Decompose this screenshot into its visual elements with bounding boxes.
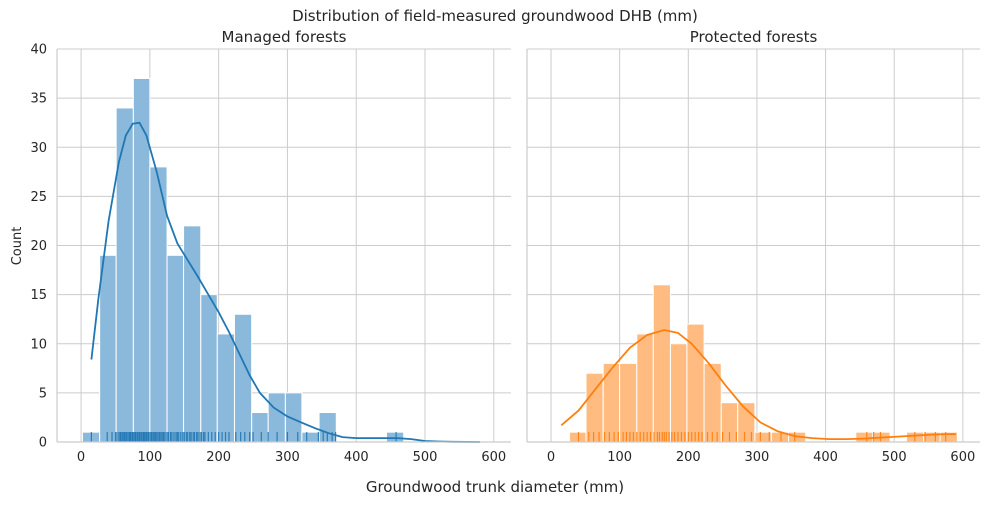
x-tick-label: 500 xyxy=(882,450,907,465)
panel-subtitle: Protected forests xyxy=(690,28,818,46)
panel-1: 0 100 200 300 400 500 600 0 5 10 15 20 25 30 35 40 Manag… xyxy=(30,28,511,465)
y-tick-label: 20 xyxy=(30,239,47,254)
x-tick-label: 300 xyxy=(275,450,300,465)
x-tick-label: 200 xyxy=(676,450,701,465)
histogram-bar xyxy=(301,431,320,443)
histogram-bar xyxy=(166,254,185,443)
panel-2: 0 100 200 300 400 500 600 Protected forests xyxy=(526,28,980,465)
histogram-bar xyxy=(216,333,235,443)
x-tick-label: 400 xyxy=(813,450,838,465)
y-axis-label: Count xyxy=(10,227,25,266)
histogram-bar xyxy=(652,284,671,443)
histogram-bar xyxy=(385,431,405,443)
y-tick-label: 15 xyxy=(30,288,47,303)
histogram-bar xyxy=(233,313,253,443)
x-tick-label: 400 xyxy=(344,450,369,465)
histogram-bar xyxy=(99,254,117,443)
histogram-bar xyxy=(200,294,218,443)
histogram-bar xyxy=(132,77,151,443)
y-tick-label: 40 xyxy=(30,43,47,58)
kde-curve xyxy=(560,329,956,440)
y-tick-label: 5 xyxy=(39,386,47,401)
x-tick-label: 500 xyxy=(413,450,438,465)
x-tick-label: 100 xyxy=(137,450,162,465)
kde-curve xyxy=(90,121,481,443)
y-tick-label: 0 xyxy=(39,436,47,451)
x-tick-label: 100 xyxy=(607,450,632,465)
x-tick-label: 600 xyxy=(481,450,506,465)
histogram-bar xyxy=(636,333,654,443)
histogram-bar xyxy=(251,412,269,443)
x-tick-label: 300 xyxy=(745,450,770,465)
figure-title: Distribution of field-measured groundwoo… xyxy=(292,7,698,25)
x-tick-label: 200 xyxy=(206,450,231,465)
panel-subtitle: Managed forests xyxy=(222,28,347,46)
y-tick-label: 25 xyxy=(30,190,47,205)
histogram-bar xyxy=(619,362,638,443)
x-axis-label: Groundwood trunk diameter (mm) xyxy=(366,478,624,496)
y-tick-label: 10 xyxy=(30,337,47,352)
panels: 0 100 200 300 400 500 600 0 5 10 15 20 25 30 35 40 Manag… xyxy=(30,28,980,465)
histogram-bar xyxy=(669,343,688,443)
y-tick-label: 30 xyxy=(30,141,47,156)
x-tick-label: 600 xyxy=(950,450,975,465)
x-tick-label: 0 xyxy=(77,450,85,465)
y-tick-label: 35 xyxy=(30,92,47,107)
x-tick-label: 0 xyxy=(547,450,555,465)
histogram-bar xyxy=(855,431,874,443)
histogram-bar xyxy=(115,107,134,443)
histogram-bar xyxy=(569,431,587,443)
